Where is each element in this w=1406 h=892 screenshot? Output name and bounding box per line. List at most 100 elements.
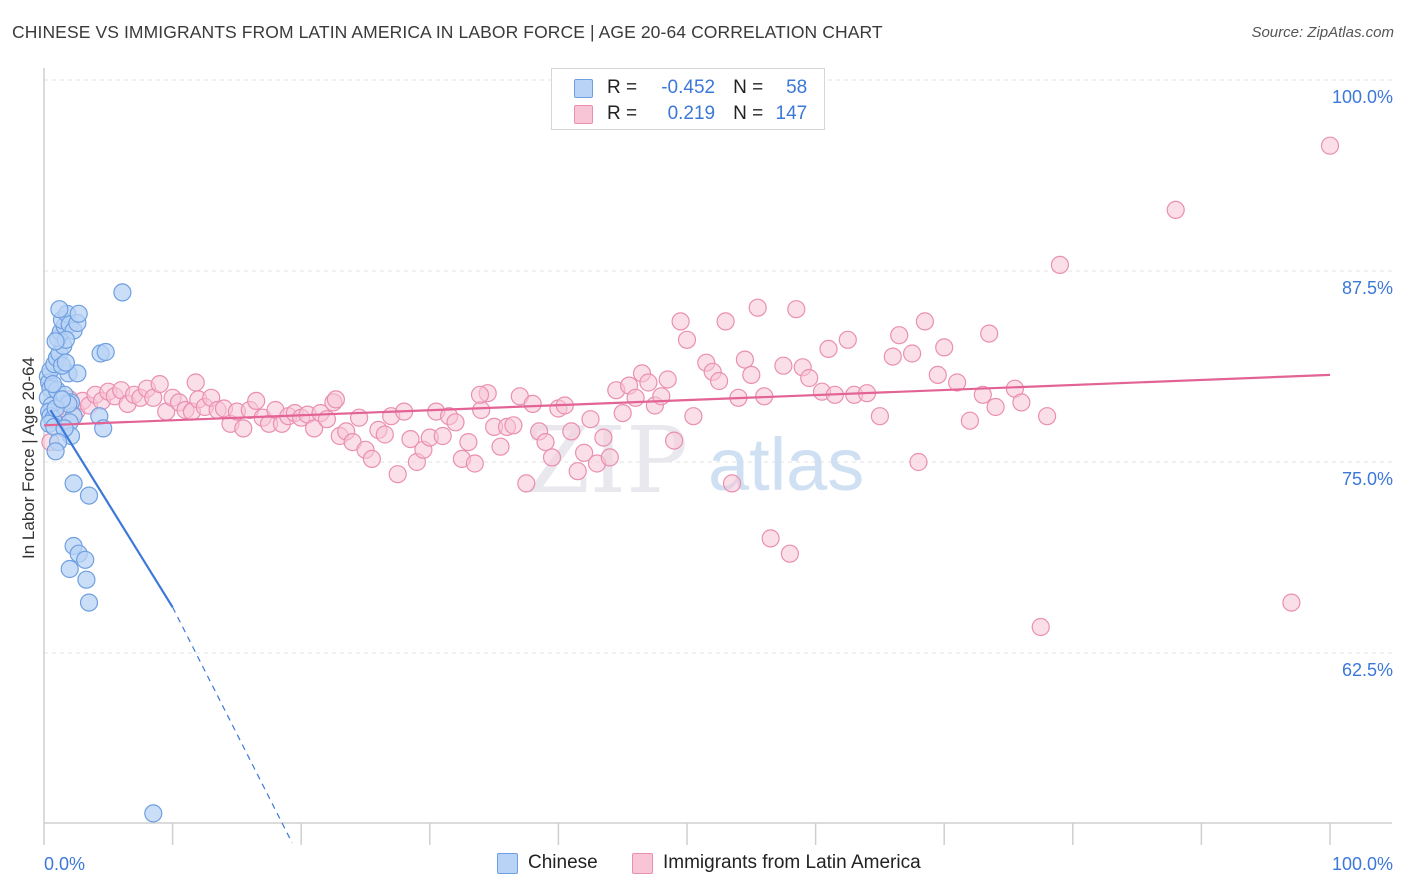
data-point-latin-america bbox=[819, 339, 838, 358]
data-point-latin-america bbox=[1012, 393, 1031, 412]
data-point-latin-america bbox=[1037, 407, 1057, 426]
data-point-latin-america bbox=[1050, 255, 1070, 274]
data-point-latin-america bbox=[1282, 593, 1301, 612]
data-point-chinese bbox=[64, 474, 83, 493]
legend-r-label: R = bbox=[607, 77, 638, 98]
data-point-latin-america bbox=[639, 373, 658, 392]
data-point-latin-america bbox=[574, 443, 594, 462]
data-point-latin-america bbox=[973, 385, 992, 404]
legend-r-label: R = bbox=[607, 103, 638, 124]
data-point-latin-america bbox=[664, 431, 684, 450]
x-tick-label: 100.0% bbox=[1332, 854, 1393, 874]
data-point-latin-america bbox=[677, 330, 697, 349]
data-point-latin-america bbox=[1320, 136, 1340, 155]
data-point-chinese bbox=[96, 342, 115, 362]
data-point-latin-america bbox=[542, 448, 562, 467]
data-point-latin-america bbox=[326, 390, 345, 409]
bottom-legend-label-latin-america: Immigrants from Latin America bbox=[663, 852, 921, 873]
data-point-latin-america bbox=[504, 416, 523, 435]
data-point-latin-america bbox=[671, 312, 690, 331]
data-point-latin-america bbox=[838, 330, 857, 349]
bottom-legend-swatch-chinese bbox=[497, 852, 518, 874]
data-point-chinese bbox=[113, 283, 132, 302]
data-point-latin-america bbox=[401, 430, 420, 449]
y-tick-label: 87.5% bbox=[1342, 278, 1393, 298]
data-point-chinese bbox=[52, 390, 72, 409]
data-point-latin-america bbox=[433, 426, 452, 446]
bottom-legend-chinese: Chinese bbox=[497, 852, 598, 874]
data-point-chinese bbox=[69, 304, 88, 323]
data-point-latin-america bbox=[761, 529, 780, 548]
data-point-latin-america bbox=[594, 428, 613, 447]
source-label: Source: ZipAtlas.com bbox=[1251, 24, 1394, 41]
data-point-latin-america bbox=[581, 410, 600, 429]
data-point-latin-america bbox=[536, 433, 555, 452]
legend-box: R = -0.452 N = 58 R = 0.219 N = 147 bbox=[551, 68, 825, 130]
data-point-chinese bbox=[46, 442, 65, 461]
trend-line-chinese-extrapolated bbox=[172, 606, 293, 844]
data-point-latin-america bbox=[517, 474, 536, 493]
data-point-latin-america bbox=[1031, 617, 1050, 637]
data-point-latin-america bbox=[491, 437, 510, 456]
data-point-latin-america bbox=[626, 388, 645, 407]
watermark-atlas: atlas bbox=[708, 423, 864, 506]
data-point-latin-america bbox=[568, 462, 587, 481]
legend-r-value-chinese: -0.452 bbox=[661, 77, 716, 98]
data-point-latin-america bbox=[465, 454, 484, 473]
data-point-latin-america bbox=[800, 368, 819, 388]
bottom-legend: Chinese Immigrants from Latin America bbox=[0, 852, 1406, 878]
data-point-latin-america bbox=[234, 419, 253, 438]
legend-row-latin-america: R = 0.219 N = 147 bbox=[574, 102, 807, 126]
legend-swatch-latin-america bbox=[574, 104, 593, 124]
trend-line-chinese bbox=[49, 409, 174, 608]
data-point-chinese bbox=[50, 300, 69, 319]
tick-labels: 100.0% 87.5% 75.0% 62.5% 0.0% 100.0% bbox=[44, 87, 1393, 874]
data-point-latin-america bbox=[658, 370, 677, 389]
bottom-legend-swatch-latin-america bbox=[632, 852, 653, 874]
data-point-chinese bbox=[79, 486, 99, 505]
data-point-latin-america bbox=[684, 407, 703, 426]
y-axis-label: In Labor Force | Age 20-64 bbox=[19, 357, 38, 559]
data-point-latin-america bbox=[735, 350, 755, 369]
data-point-latin-america bbox=[935, 338, 954, 357]
data-point-latin-america bbox=[562, 422, 581, 441]
y-tick-label: 62.5% bbox=[1342, 660, 1393, 680]
data-point-latin-america bbox=[947, 373, 967, 392]
scatter-points bbox=[38, 136, 1340, 823]
data-point-latin-america bbox=[742, 365, 761, 384]
data-point-latin-america bbox=[915, 312, 935, 331]
legend-swatch-chinese bbox=[574, 78, 593, 98]
y-tick-label: 75.0% bbox=[1342, 469, 1393, 489]
data-point-latin-america bbox=[909, 452, 928, 472]
data-point-latin-america bbox=[470, 385, 490, 404]
legend-n-label: N = bbox=[733, 103, 764, 124]
data-point-chinese bbox=[60, 559, 79, 579]
legend-row-chinese: R = -0.452 N = 58 bbox=[574, 76, 807, 100]
data-point-latin-america bbox=[722, 474, 742, 493]
data-point-latin-america bbox=[709, 371, 729, 391]
data-point-chinese bbox=[56, 353, 76, 372]
data-point-latin-america bbox=[523, 394, 542, 413]
data-point-latin-america bbox=[600, 448, 619, 467]
legend-r-value-latin-america: 0.219 bbox=[667, 103, 716, 124]
data-point-latin-america bbox=[150, 375, 169, 394]
data-point-chinese bbox=[76, 550, 95, 569]
data-point-latin-america bbox=[780, 544, 800, 563]
data-point-latin-america bbox=[928, 365, 947, 384]
data-point-chinese bbox=[77, 570, 96, 589]
trend-lines bbox=[43, 373, 1331, 844]
data-point-latin-america bbox=[960, 411, 980, 430]
data-point-latin-america bbox=[890, 326, 909, 345]
data-point-latin-america bbox=[980, 324, 999, 343]
trend-line-latin-america bbox=[43, 373, 1331, 427]
data-point-latin-america bbox=[716, 312, 735, 331]
data-point-chinese bbox=[46, 332, 65, 351]
data-point-latin-america bbox=[902, 344, 922, 363]
legend-n-value-chinese: 58 bbox=[786, 77, 808, 98]
data-point-latin-america bbox=[986, 397, 1005, 417]
data-point-latin-america bbox=[883, 347, 902, 366]
data-point-latin-america bbox=[375, 425, 394, 444]
data-point-latin-america bbox=[613, 404, 632, 423]
bottom-legend-latin-america: Immigrants from Latin America bbox=[632, 852, 921, 874]
